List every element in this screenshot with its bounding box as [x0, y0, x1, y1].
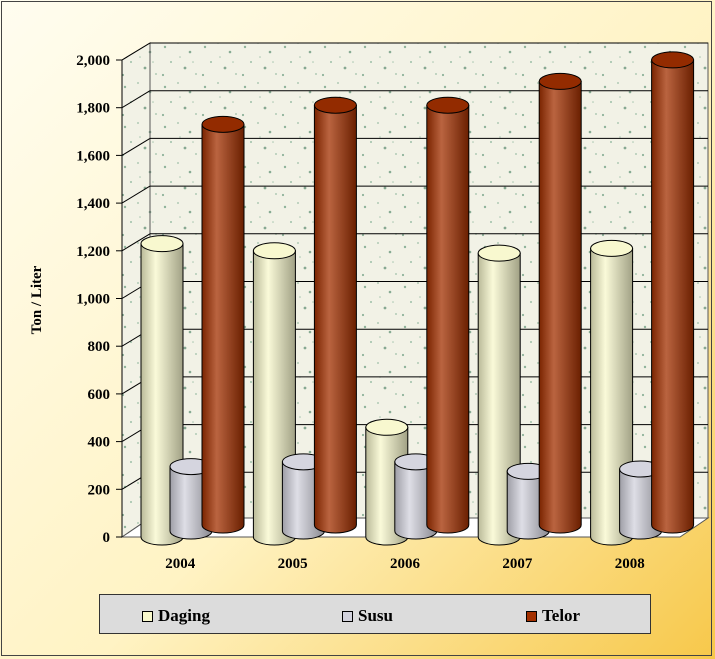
legend-item-daging: Daging [142, 606, 210, 626]
legend-swatch-daging [142, 610, 153, 622]
y-tick-label: 1,200 [76, 244, 110, 260]
x-tick-label: 2006 [390, 556, 421, 572]
legend-swatch-susu [342, 610, 353, 622]
y-tick-label: 200 [88, 482, 111, 498]
y-tick-label: 400 [88, 435, 111, 451]
legend-item-susu: Susu [342, 606, 393, 626]
x-tick-label: 2008 [615, 556, 645, 572]
bar-telor-2007 [538, 72, 582, 534]
x-tick-label: 2004 [165, 556, 196, 572]
y-tick-label: 2,000 [76, 53, 110, 69]
legend-label-susu: Susu [358, 606, 393, 625]
legend-label-daging: Daging [158, 606, 210, 625]
bar-telor-2006 [426, 96, 470, 534]
gridline-side [121, 42, 151, 61]
legend-label-telor: Telor [542, 606, 581, 625]
bar-telor-2005 [313, 96, 357, 534]
bar-telor-2004 [201, 115, 245, 534]
legend-swatch-telor [526, 610, 537, 622]
gridline-side [121, 185, 151, 204]
y-tick-label: 1,400 [76, 196, 110, 212]
bar-telor-2008 [651, 51, 695, 534]
y-tick-label: 1,800 [76, 101, 110, 117]
y-tick-label: 0 [103, 530, 111, 546]
y-axis-label: Ton / Liter [29, 265, 45, 334]
y-tick-label: 600 [88, 387, 111, 403]
gridline-side [121, 137, 151, 156]
bar-chart: 0 200 400 600 800 1,000 1,200 1,400 1,600 1,800 2,… [29, 42, 710, 572]
legend-item-telor: Telor [526, 606, 580, 626]
y-tick-label: 800 [88, 339, 111, 355]
x-tick-label: 2005 [278, 556, 308, 572]
gridline-side [121, 90, 151, 109]
gridline-side [121, 233, 151, 252]
legend: Daging Susu Telor [99, 594, 651, 634]
y-tick-label: 1,000 [76, 292, 110, 308]
y-tick-label: 1,600 [76, 148, 110, 164]
x-tick-label: 2007 [502, 556, 533, 572]
